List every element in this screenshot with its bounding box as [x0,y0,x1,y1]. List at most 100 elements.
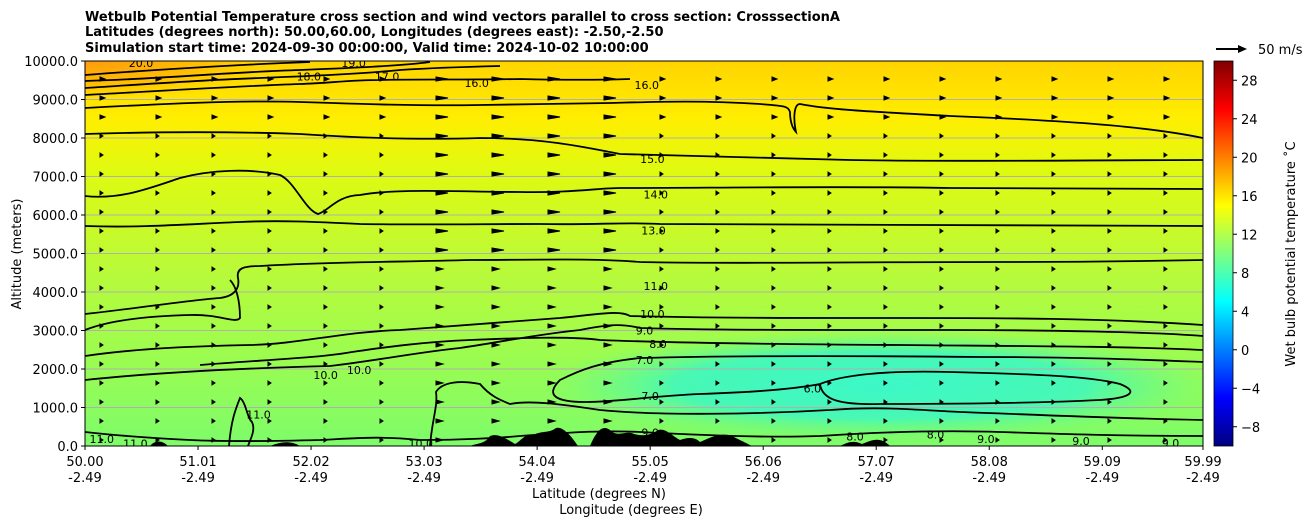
wind-vector [155,114,163,120]
wind-vector [211,323,216,329]
wind-vector [99,323,104,329]
wind-vector [883,133,888,139]
wind-vector [491,171,505,177]
wind-vector [715,266,720,272]
wind-vector [211,304,216,310]
wind-vector [155,95,163,101]
wind-vector [435,304,445,310]
wind-vector [883,361,888,367]
wind-vector [1163,95,1171,101]
wind-vector [715,380,720,386]
wind-vector [1051,228,1056,234]
wind-vector [379,304,384,310]
wind-vector [491,190,505,196]
wind-vector [547,285,557,291]
wind-vector [379,399,384,405]
wind-vector [603,133,617,139]
wind-vector [1051,266,1056,272]
wind-vector [547,76,561,82]
wind-vector [883,95,891,101]
wind-vector [603,76,617,82]
wind-vector [435,437,445,443]
wind-vector [547,228,561,234]
wind-vector [491,361,501,367]
wind-vector [1107,399,1112,405]
wind-vector [155,342,160,348]
contour-label: 15.0 [640,153,665,166]
wind-vector [99,209,104,215]
y-tick-label: 10000.0 [24,55,78,70]
y-tick-label: 4000.0 [33,286,79,301]
wind-vector [1107,342,1112,348]
chart-title-line-2: Latitudes (degrees north): 50.00,60.00, … [85,25,664,40]
wind-vector [883,266,888,272]
wind-vector [603,209,617,215]
wind-vector [995,76,1003,82]
wind-vector [1163,152,1168,158]
wind-vector [939,133,944,139]
colorbar [1213,60,1234,447]
wind-vector [323,266,328,272]
wind-vector [827,266,832,272]
wind-vector [323,152,328,158]
wind-vector [211,380,216,386]
chart-title-line-1: Wetbulb Potential Temperature cross sect… [85,10,840,25]
contour-label: 8.0 [649,338,667,351]
wind-vector [99,304,104,310]
wind-vector [1107,285,1112,291]
x-tick-label-latitude: 53.03 [405,455,442,470]
wind-vector [1107,304,1112,310]
wind-vector [99,190,104,196]
wind-vector [323,323,328,329]
wind-vector [883,171,888,177]
y-tick-label: 0.0 [57,440,78,455]
wind-vector [323,418,328,424]
wind-vector [939,209,944,215]
wind-vector [211,95,219,101]
x-tick-label-latitude: 54.04 [519,455,556,470]
wind-vector [323,209,328,215]
wind-vector [155,323,160,329]
wind-vector [379,114,387,120]
wind-vector [939,304,944,310]
wind-vector [1107,361,1112,367]
wind-vector [771,437,776,443]
wind-vector [547,133,561,139]
wind-vector [939,361,944,367]
wind-vector [659,152,664,158]
chart-title-line-3: Simulation start time: 2024-09-30 00:00:… [85,41,649,56]
wind-vector [1163,418,1168,424]
wind-vector [547,266,557,272]
contour-label: 16.0 [635,79,660,92]
cool-region [540,330,1203,440]
wind-vector [491,304,501,310]
wind-vector [435,285,445,291]
wind-vector [379,437,384,443]
wind-vector [491,418,501,424]
wind-vector [267,171,272,177]
wind-vector [267,304,272,310]
wind-vector [1107,209,1112,215]
contour-label: 16.0 [464,77,489,90]
wind-vector [547,95,561,101]
colorbar-label: Wet bulb potential temperature ˚C [1283,141,1299,366]
wind-vector [379,171,384,177]
wind-vector [603,190,617,196]
wind-vector [267,418,272,424]
wind-vector [211,266,216,272]
x-axis-label-longitude: Longitude (degrees E) [559,503,703,518]
wind-vector [659,133,664,139]
wind-vector [547,209,561,215]
wind-vector [1107,323,1112,329]
wind-vector [211,228,216,234]
wind-vector [267,437,272,443]
wind-vector [547,399,557,405]
plot-area: 20.0 19.0 18.0 17.0 16.0 16.0 15.0 14.0 13.0 11.0… [85,61,1203,446]
colorbar-tick-label: 24 [1241,113,1258,128]
wind-vector [1163,304,1168,310]
wind-vector [771,361,776,367]
x-tick-label-latitude: 51.01 [179,455,216,470]
wind-vector [491,399,501,405]
wind-vector [547,323,557,329]
wind-vector [323,228,328,234]
